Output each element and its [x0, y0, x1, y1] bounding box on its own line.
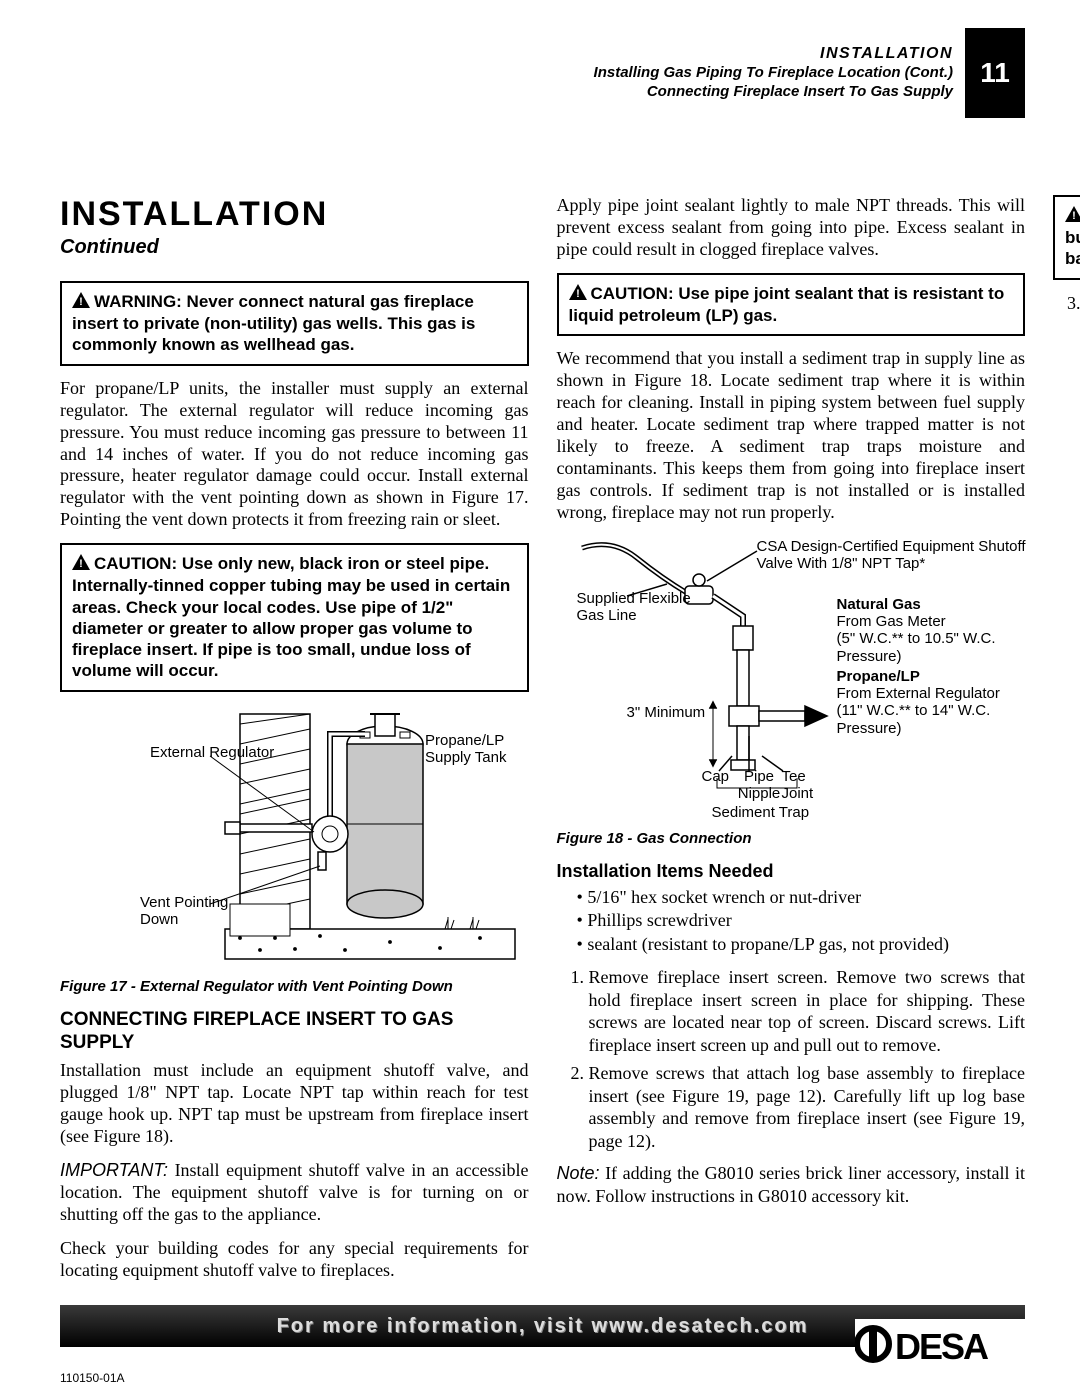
fig18-label-csa: CSA Design-Certified Equipment Shutoff V… — [757, 538, 1027, 573]
svg-text:!: ! — [79, 296, 83, 308]
header-line3: Connecting Fireplace Insert To Gas Suppl… — [594, 83, 953, 102]
fig18-label-pipe: Pipe Nipple — [737, 768, 782, 803]
list-item: Phillips screwdriver — [577, 909, 1026, 932]
main-content: INSTALLATION Continued ! WARNING: Never … — [60, 195, 1025, 1282]
para-connect-1: Installation must include an equipment s… — [60, 1060, 529, 1148]
step-1: Remove fireplace insert screen. Remove t… — [589, 966, 1026, 1056]
figure-18: CSA Design-Certified Equipment Shutoff V… — [557, 536, 1026, 826]
svg-text:!: ! — [576, 288, 580, 300]
list-item: 5/16" hex socket wrench or nut-driver — [577, 886, 1026, 909]
caution-text-1: CAUTION: Use only new, black iron or ste… — [72, 554, 510, 680]
fig17-label-vent: Vent Pointing Down — [140, 894, 240, 929]
fig17-label-tank: Propane/LP Supply Tank — [425, 732, 525, 767]
fig18-lp-head: Propane/LP — [837, 668, 920, 685]
list-item: sealant (resistant to propane/LP gas, no… — [577, 933, 1026, 956]
steps-list-1: Remove fireplace insert screen. Remove t… — [557, 966, 1026, 1152]
caution-text-2: CAUTION: Use pipe joint sealant that is … — [569, 284, 1005, 325]
items-heading: Installation Items Needed — [557, 861, 1026, 882]
warning-icon: ! — [72, 554, 90, 575]
continued-label: Continued — [60, 236, 529, 259]
items-list: 5/16" hex socket wrench or nut-driver Ph… — [577, 886, 1026, 956]
page-header: INSTALLATION Installing Gas Piping To Fi… — [594, 28, 1025, 118]
fig18-label-tee: Tee Joint — [782, 768, 822, 803]
warning-icon: ! — [569, 284, 587, 305]
warning-box-1: ! WARNING: Never connect natural gas fir… — [60, 281, 529, 366]
para-connect-3: Check your building codes for any specia… — [60, 1238, 529, 1282]
title-block: INSTALLATION Continued — [60, 195, 529, 259]
caution-box-2: ! CAUTION: Use pipe joint sealant that i… — [557, 273, 1026, 336]
important-label: IMPORTANT: — [60, 1160, 168, 1180]
para-sediment: We recommend that you install a sediment… — [557, 348, 1026, 524]
fig18-natgas-head: Natural Gas — [837, 596, 921, 613]
para-connect-4: Apply pipe joint sealant lightly to male… — [557, 195, 1026, 261]
fig17-label-regulator: External Regulator — [150, 744, 274, 761]
note-label: Note: — [557, 1163, 600, 1183]
fig18-label-lp: Propane/LP From External Regulator (11" … — [837, 668, 1027, 737]
note-paragraph: Note: If adding the G8010 series brick l… — [557, 1162, 1026, 1207]
header-line1: INSTALLATION — [594, 44, 953, 64]
figure-18-caption: Figure 18 - Gas Connection — [557, 830, 1026, 847]
page-number-box: 11 — [965, 28, 1025, 118]
svg-text:!: ! — [1072, 210, 1076, 222]
svg-text:DESA: DESA — [895, 1326, 989, 1367]
para-connect-2: IMPORTANT: Install equipment shutoff val… — [60, 1160, 529, 1226]
fig18-label-flex: Supplied Flexible Gas Line — [577, 590, 697, 625]
section-title: INSTALLATION — [60, 195, 529, 234]
caution-box-3: ! CAUTION: Do not pick up log base assem… — [1053, 195, 1080, 280]
fig18-label-natgas: Natural Gas From Gas Meter (5" W.C.** to… — [837, 596, 1027, 665]
fig18-label-cap: Cap — [702, 768, 730, 785]
fig18-label-3min: 3" Minimum — [627, 704, 706, 721]
fig18-natgas-body: From Gas Meter (5" W.C.** to 10.5" W.C. … — [837, 613, 996, 665]
figure-17-caption: Figure 17 - External Regulator with Vent… — [60, 978, 529, 995]
steps-list-2: Route gas supply line through access ope… — [1053, 292, 1080, 337]
warning-text-1: WARNING: Never connect natural gas firep… — [72, 292, 475, 354]
doc-number: 110150-01A — [60, 1371, 125, 1385]
header-line2: Installing Gas Piping To Fireplace Locat… — [594, 64, 953, 83]
warning-icon: ! — [1065, 206, 1080, 227]
step-2: Remove screws that attach log base assem… — [589, 1062, 1026, 1152]
warning-icon: ! — [72, 292, 90, 313]
svg-text:!: ! — [79, 558, 83, 570]
page-footer: For more information, visit www.desatech… — [60, 1305, 1025, 1365]
fig18-lp-body: From External Regulator (11" W.C.** to 1… — [837, 685, 1000, 737]
connecting-heading: CONNECTING FIREPLACE INSERT TO GAS SUPPL… — [60, 1009, 529, 1055]
note-text: If adding the G8010 series brick liner a… — [557, 1163, 1026, 1206]
header-text-block: INSTALLATION Installing Gas Piping To Fi… — [594, 44, 953, 102]
para-propane: For propane/LP units, the installer must… — [60, 378, 529, 532]
caution-box-1: ! CAUTION: Use only new, black iron or s… — [60, 543, 529, 691]
desa-logo: DESA — [855, 1319, 1025, 1369]
fig18-label-sediment: Sediment Trap — [712, 804, 810, 821]
figure-17: External Regulator Vent Pointing Down Pr… — [60, 704, 529, 974]
